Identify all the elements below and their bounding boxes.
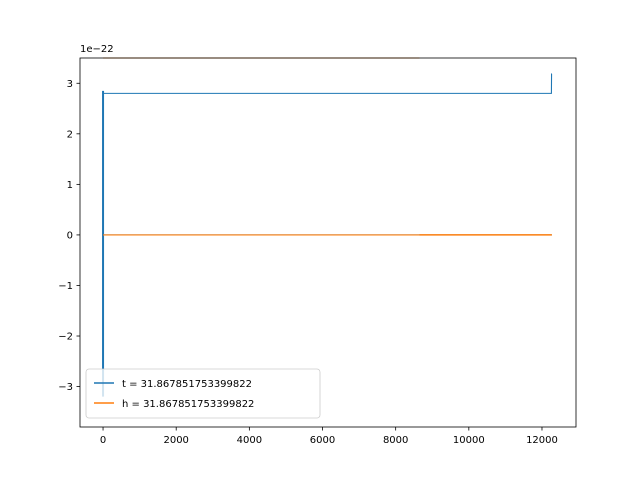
x-tick-label: 2000: [163, 435, 188, 446]
y-tick-label: 2: [67, 129, 73, 140]
y-tick-label: 1: [67, 180, 73, 191]
axes-border: [79, 57, 577, 428]
y-tick-label: 0: [67, 230, 73, 241]
x-tick-label: 6000: [310, 435, 335, 446]
legend-box: [85, 368, 321, 419]
x-tick-label: 8000: [383, 435, 408, 446]
legend-label: t = 31.867851753399822: [122, 379, 252, 390]
y-tick-label: −3: [58, 382, 73, 393]
y-axis: −3 −2 −1 0 1 2 3: [58, 79, 80, 393]
y-tick-label: −2: [58, 332, 73, 343]
x-tick-label: 12000: [526, 435, 558, 446]
y-tick-label: −1: [58, 281, 73, 292]
y-scale-offset-label: 1e−22: [80, 44, 114, 55]
series-t-line: [103, 73, 553, 94]
x-axis: 0 2000 4000 6000 8000 10000 12000: [100, 427, 558, 446]
x-tick-label: 10000: [453, 435, 485, 446]
x-tick-label: 4000: [237, 435, 262, 446]
x-tick-label: 0: [100, 435, 106, 446]
legend-label: h = 31.867851753399822: [122, 399, 254, 410]
legend: t = 31.867851753399822 h = 31.86785175339…: [85, 368, 321, 419]
axes-frame: [79, 57, 577, 428]
y-tick-label: 3: [67, 79, 73, 90]
